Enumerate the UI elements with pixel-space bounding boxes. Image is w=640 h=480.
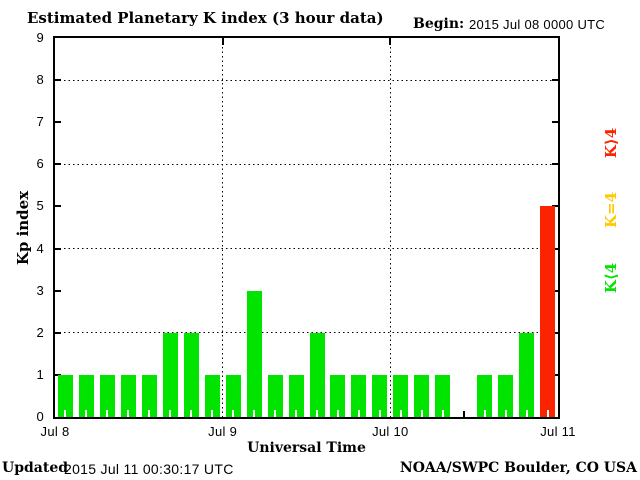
y-tick-label-1: 1 — [36, 366, 44, 382]
hour-tick — [420, 410, 423, 417]
x-day-label-jul-10: Jul 10 — [372, 424, 409, 439]
hour-tick — [399, 410, 402, 417]
gridline-y-8 — [55, 79, 558, 81]
top-tick-Jul 9 — [221, 38, 224, 45]
x-day-label-jul-8: Jul 8 — [40, 424, 70, 439]
hour-tick — [169, 410, 172, 417]
y-tick-left-6 — [55, 163, 61, 166]
y-tick-label-0: 0 — [36, 409, 44, 424]
hour-tick — [232, 410, 235, 417]
x-day-label-jul-11: Jul 11 — [540, 424, 576, 439]
kp-bar — [477, 374, 493, 417]
source-credit: NOAA/SWPC Boulder, CO USA — [399, 460, 637, 476]
plot-frame — [53, 36, 560, 419]
kp-bar — [120, 374, 136, 417]
kp-bar — [540, 206, 556, 417]
legend-item-Kgt4: K⟩4 — [602, 127, 620, 159]
missing-data-tick — [462, 411, 465, 417]
kp-bar — [288, 374, 304, 417]
begin-value: 2015 Jul 08 0000 UTC — [469, 17, 606, 32]
hour-tick — [127, 410, 130, 417]
y-tick-left-1 — [55, 373, 61, 376]
hour-tick — [525, 410, 528, 417]
y-tick-right-8 — [552, 79, 558, 82]
hour-tick — [274, 410, 277, 417]
updated-value: 2015 Jul 11 00:30:17 UTC — [64, 461, 234, 477]
hour-tick — [190, 410, 193, 417]
kp-bar — [204, 374, 220, 417]
y-tick-left-2 — [55, 331, 61, 334]
kp-bar — [183, 332, 199, 417]
y-tick-label-7: 7 — [36, 114, 44, 130]
updated-label: Updated — [2, 460, 69, 476]
kp-bar — [351, 374, 367, 417]
y-tick-right-6 — [552, 163, 558, 166]
hour-tick — [378, 410, 381, 417]
hour-tick — [211, 410, 214, 417]
hour-tick — [546, 410, 549, 417]
kp-bar — [78, 374, 94, 417]
hour-tick — [336, 410, 339, 417]
kp-bar — [58, 374, 73, 417]
hour-tick — [504, 410, 507, 417]
kp-bar — [267, 374, 283, 417]
y-tick-left-3 — [55, 289, 61, 292]
y-tick-right-7 — [552, 121, 558, 124]
kp-bar — [414, 374, 430, 417]
y-tick-label-9: 9 — [36, 30, 44, 45]
y-tick-left-5 — [55, 205, 61, 208]
kp-bar — [393, 374, 409, 417]
hour-tick — [357, 410, 360, 417]
y-axis-title: Kp index — [14, 190, 32, 266]
hour-tick — [441, 410, 444, 417]
y-tick-label-3: 3 — [36, 282, 44, 298]
gridline-y-4 — [55, 248, 558, 250]
kp-bar — [498, 374, 514, 417]
legend-item-Klt4: K⟨4 — [602, 262, 620, 294]
hour-tick — [295, 410, 298, 417]
y-tick-label-2: 2 — [36, 324, 44, 340]
kp-bar — [519, 332, 535, 417]
kp-bar — [372, 374, 388, 417]
hour-tick — [315, 410, 318, 417]
legend-item-Keq4: K=4 — [602, 191, 620, 229]
x-day-label-jul-9: Jul 9 — [208, 424, 238, 439]
kp-bar — [141, 374, 157, 417]
gridline-y-6 — [55, 163, 558, 165]
y-tick-left-7 — [55, 121, 61, 124]
kp-bar — [225, 374, 241, 417]
kp-bar — [246, 290, 262, 417]
y-tick-label-8: 8 — [36, 72, 44, 88]
x-axis-title: Universal Time — [247, 440, 366, 456]
kp-bar — [99, 374, 115, 417]
hour-tick — [64, 410, 67, 417]
kp-bar — [162, 332, 178, 417]
hour-tick — [148, 410, 151, 417]
y-tick-right-5 — [552, 205, 558, 208]
hour-tick — [106, 410, 109, 417]
y-tick-label-6: 6 — [36, 156, 44, 172]
kp-bar — [330, 374, 346, 417]
hour-tick — [253, 410, 256, 417]
y-tick-label-4: 4 — [36, 240, 44, 256]
kp-bar — [309, 332, 325, 417]
gridline-y-2 — [55, 332, 558, 334]
day-gridline-Jul 10 — [389, 38, 391, 417]
kp-bar — [435, 374, 451, 417]
top-tick-Jul 10 — [389, 38, 392, 45]
hour-tick — [483, 410, 486, 417]
day-gridline-Jul 9 — [222, 38, 224, 417]
y-tick-left-4 — [55, 247, 61, 250]
begin-label: Begin: — [413, 16, 465, 32]
y-tick-label-5: 5 — [36, 198, 44, 214]
y-tick-left-8 — [55, 79, 61, 82]
chart-title: Estimated Planetary K index (3 hour data… — [27, 9, 384, 27]
plot-area — [55, 38, 558, 417]
hour-tick — [85, 410, 88, 417]
